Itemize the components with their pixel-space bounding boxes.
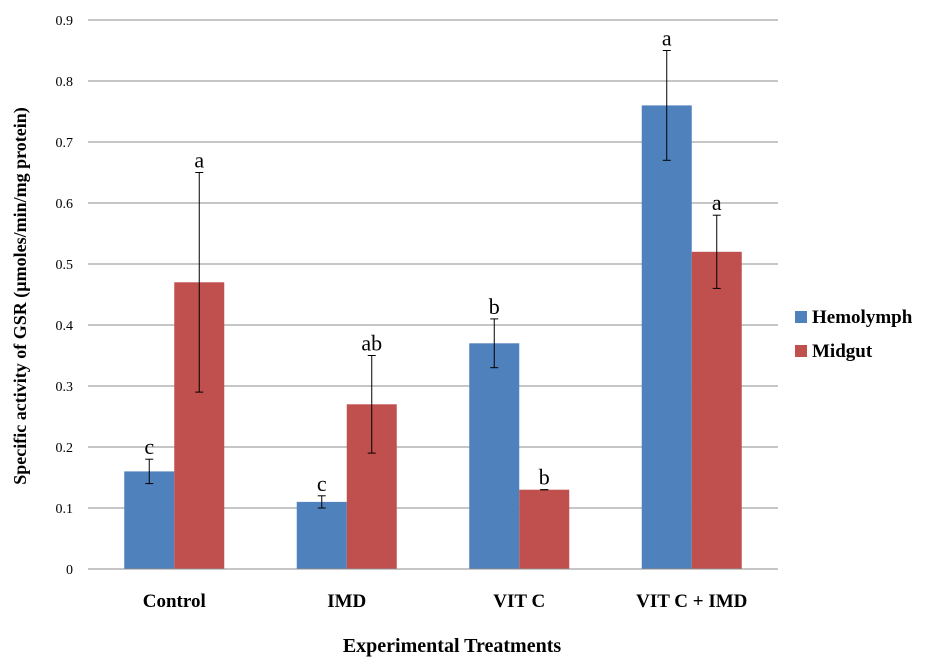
error-bar	[662, 50, 671, 161]
error-bar	[195, 172, 204, 393]
legend-item-hemolymph: Hemolymph	[795, 307, 913, 328]
y-tick-label: 0.8	[56, 75, 74, 90]
significance-labels: c a c ab b b a a	[144, 26, 722, 496]
bar-hemolymph-0	[124, 471, 175, 569]
legend: Hemolymph Midgut	[795, 307, 913, 362]
y-tick-label: 0.2	[56, 441, 74, 456]
x-category-label: VIT C + IMD	[636, 591, 747, 612]
y-tick-label: 0.5	[56, 258, 74, 273]
legend-label: Midgut	[812, 341, 873, 362]
error-bar	[317, 495, 326, 509]
significance-label: ab	[361, 331, 382, 356]
y-axis-title: Specific activity of GSR (µmoles/min/mg …	[10, 107, 31, 485]
x-category-label: Control	[143, 591, 206, 612]
significance-label: a	[194, 148, 204, 173]
significance-label: c	[144, 434, 154, 459]
y-tick-label: 0.6	[56, 197, 74, 212]
y-tick-label: 0.1	[56, 502, 74, 517]
error-bar	[490, 318, 499, 369]
significance-label: a	[662, 26, 672, 51]
error-bars	[145, 50, 721, 509]
error-bar	[712, 214, 721, 289]
bar-hemolymph-3	[641, 105, 692, 570]
y-tick-label: 0.7	[56, 136, 74, 151]
x-axis-title: Experimental Treatments	[343, 635, 562, 657]
y-tick-label: 0.9	[56, 14, 74, 29]
x-axis-categories: Control IMD VIT C VIT C + IMD	[143, 591, 748, 612]
bar-midgut-3	[691, 251, 742, 570]
significance-label: c	[317, 471, 327, 496]
bar-hemolymph-1	[296, 501, 347, 569]
legend-swatch	[795, 311, 807, 323]
error-bar	[367, 355, 376, 454]
bar-hemolymph-2	[469, 343, 520, 569]
y-tick-label: 0.3	[56, 380, 74, 395]
error-bar	[145, 458, 154, 485]
x-category-label: IMD	[327, 591, 366, 612]
y-tick-label: 0.4	[56, 319, 74, 334]
y-tick-label: 0	[66, 563, 73, 578]
legend-item-midgut: Midgut	[795, 341, 873, 362]
bar-midgut-2	[519, 489, 570, 569]
significance-label: b	[539, 465, 550, 490]
x-category-label: VIT C	[493, 591, 545, 612]
legend-label: Hemolymph	[812, 307, 913, 328]
significance-label: a	[712, 190, 722, 215]
legend-swatch	[795, 345, 807, 357]
bars	[124, 105, 742, 570]
significance-label: b	[489, 294, 500, 319]
y-axis-ticks: 0 0.1 0.2 0.3 0.4 0.5 0.6 0.7 0.8 0.9	[56, 14, 74, 578]
